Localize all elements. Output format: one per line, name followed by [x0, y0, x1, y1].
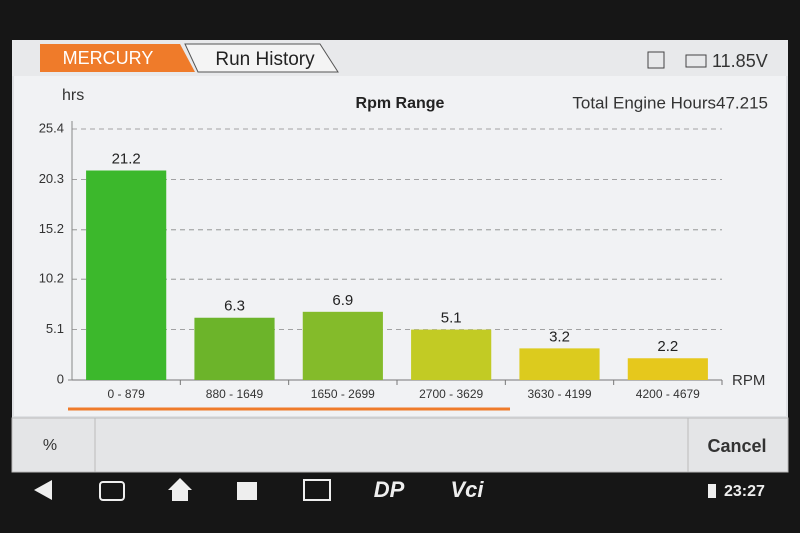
percent-button[interactable]: %: [43, 437, 57, 454]
recent-button[interactable]: [237, 482, 257, 500]
cancel-button[interactable]: Cancel: [707, 436, 766, 456]
data-label: 2.2: [657, 338, 678, 355]
y-tick-label: 15.2: [39, 221, 64, 236]
plot: 0 5.1 10.2 15.2 20.3 25.4 0 - 879 21.2 880 - 164…: [39, 120, 723, 401]
x-tick-label: 4200 - 4679: [636, 387, 700, 401]
y-tick-label: 0: [57, 371, 64, 386]
y-tick-label: 5.1: [46, 321, 64, 336]
x-tick-label: 3630 - 4199: [527, 387, 591, 401]
bar: [627, 358, 708, 380]
app-button[interactable]: [303, 479, 331, 501]
clock: 23:27: [724, 483, 765, 500]
tab-mercury[interactable]: [40, 44, 195, 72]
data-label: 6.9: [332, 292, 353, 309]
battery-icon: [685, 54, 707, 68]
tab-run-history[interactable]: [184, 43, 339, 73]
battery-status: [708, 484, 716, 498]
y-tick-label: 25.4: [39, 120, 64, 135]
y-tick-label: 20.3: [39, 171, 64, 186]
data-label: 3.2: [549, 328, 570, 345]
data-label: 5.1: [441, 310, 462, 327]
voltage: 11.85V: [712, 51, 768, 71]
y-tick-label: 10.2: [39, 271, 64, 286]
bar: [411, 329, 492, 380]
x-tick-label: 880 - 1649: [206, 387, 264, 401]
footer: [11, 417, 789, 473]
screenshot-button[interactable]: [99, 481, 125, 501]
bar: [194, 317, 275, 380]
vci-button[interactable]: Vci: [450, 477, 484, 502]
x-tick-label: 2700 - 3629: [419, 387, 483, 401]
y-axis-label: hrs: [62, 87, 84, 104]
calendar-icon: [647, 51, 665, 69]
back-button[interactable]: [34, 480, 52, 500]
home-button[interactable]: [168, 478, 192, 501]
bar: [302, 311, 383, 380]
bar: [519, 348, 600, 380]
x-axis-label: RPM: [732, 372, 765, 389]
data-label: 21.2: [112, 150, 141, 167]
data-label: 6.3: [224, 298, 245, 315]
tab-label: Run History: [215, 49, 315, 70]
bar: [86, 170, 167, 380]
dp-button[interactable]: DP: [374, 477, 405, 502]
chart-title: Rpm Range: [356, 95, 445, 112]
x-tick-label: 0 - 879: [107, 387, 145, 401]
tab-label: MERCURY: [63, 48, 154, 68]
x-tick-label: 1650 - 2699: [311, 387, 375, 401]
annotation: Total Engine Hours47.215: [572, 93, 768, 112]
